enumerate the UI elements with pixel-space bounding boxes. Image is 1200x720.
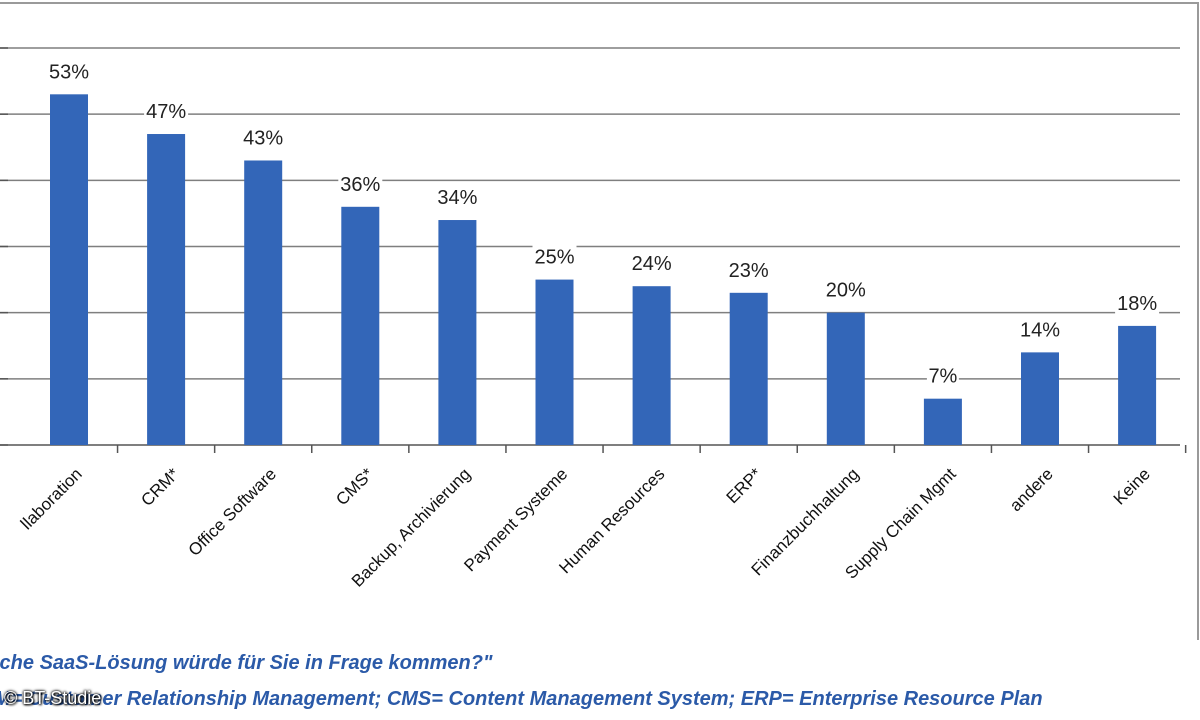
bar-chart: 53% 47% 43% 36% 34% 25% 24% 23% 20% 7% 14% 18% llab…: [0, 2, 1199, 640]
value-label-bg: [1018, 316, 1062, 341]
bar: [632, 286, 671, 445]
value-label: 18%: [1117, 293, 1157, 315]
value-label: 14%: [1020, 319, 1060, 341]
value-label-bg: [338, 170, 383, 195]
value-label-bg: [47, 58, 91, 83]
value-label: 25%: [534, 247, 574, 269]
source-credit: © BT-Studie: [4, 688, 102, 708]
abbreviation-footnote: M= Customer Relationship Management; CMS…: [0, 688, 1043, 710]
value-label: 24%: [632, 253, 672, 275]
category-label: andere: [1006, 464, 1057, 515]
survey-question-footnote: lche SaaS-Lösung würde für Sie in Frage …: [0, 652, 493, 674]
value-label-bg: [926, 362, 959, 387]
value-label-bg: [532, 243, 577, 268]
value-label-bg: [241, 124, 286, 149]
bar: [1021, 352, 1059, 445]
category-label: llaboration: [17, 464, 86, 533]
bar: [341, 206, 380, 445]
bar: [1118, 325, 1157, 445]
category-label: Finanzbuchhaltung: [748, 464, 863, 579]
bar: [826, 312, 865, 445]
category-label: Keine: [1110, 464, 1154, 508]
value-label: 7%: [928, 366, 957, 388]
category-label: Office Software: [185, 464, 280, 559]
value-label: 36%: [340, 174, 380, 196]
value-label: 23%: [729, 260, 769, 282]
value-label-bg: [726, 256, 771, 281]
value-label: 20%: [826, 280, 866, 302]
value-label-bg: [1115, 289, 1160, 314]
bar: [147, 134, 186, 445]
category-label: CRM*: [137, 464, 183, 510]
bar: [729, 292, 768, 445]
value-label: 47%: [146, 101, 186, 123]
bar: [50, 94, 88, 446]
value-label: 53%: [49, 61, 89, 83]
category-label: Payment Systeme: [460, 464, 571, 575]
value-label-bg: [435, 184, 480, 209]
value-label: 34%: [437, 187, 477, 209]
category-label: CMS*: [332, 464, 377, 509]
bar: [923, 398, 962, 445]
bar: [244, 160, 283, 445]
category-label: Supply Chain Mgmt: [841, 464, 960, 583]
category-label: ERP*: [723, 464, 766, 507]
bar: [438, 220, 477, 445]
value-label-bg: [629, 250, 674, 275]
bar: [535, 279, 574, 445]
value-label: 43%: [243, 127, 283, 149]
value-label-bg: [823, 276, 868, 301]
category-label: Human Resources: [555, 464, 668, 577]
value-label-bg: [144, 98, 189, 123]
